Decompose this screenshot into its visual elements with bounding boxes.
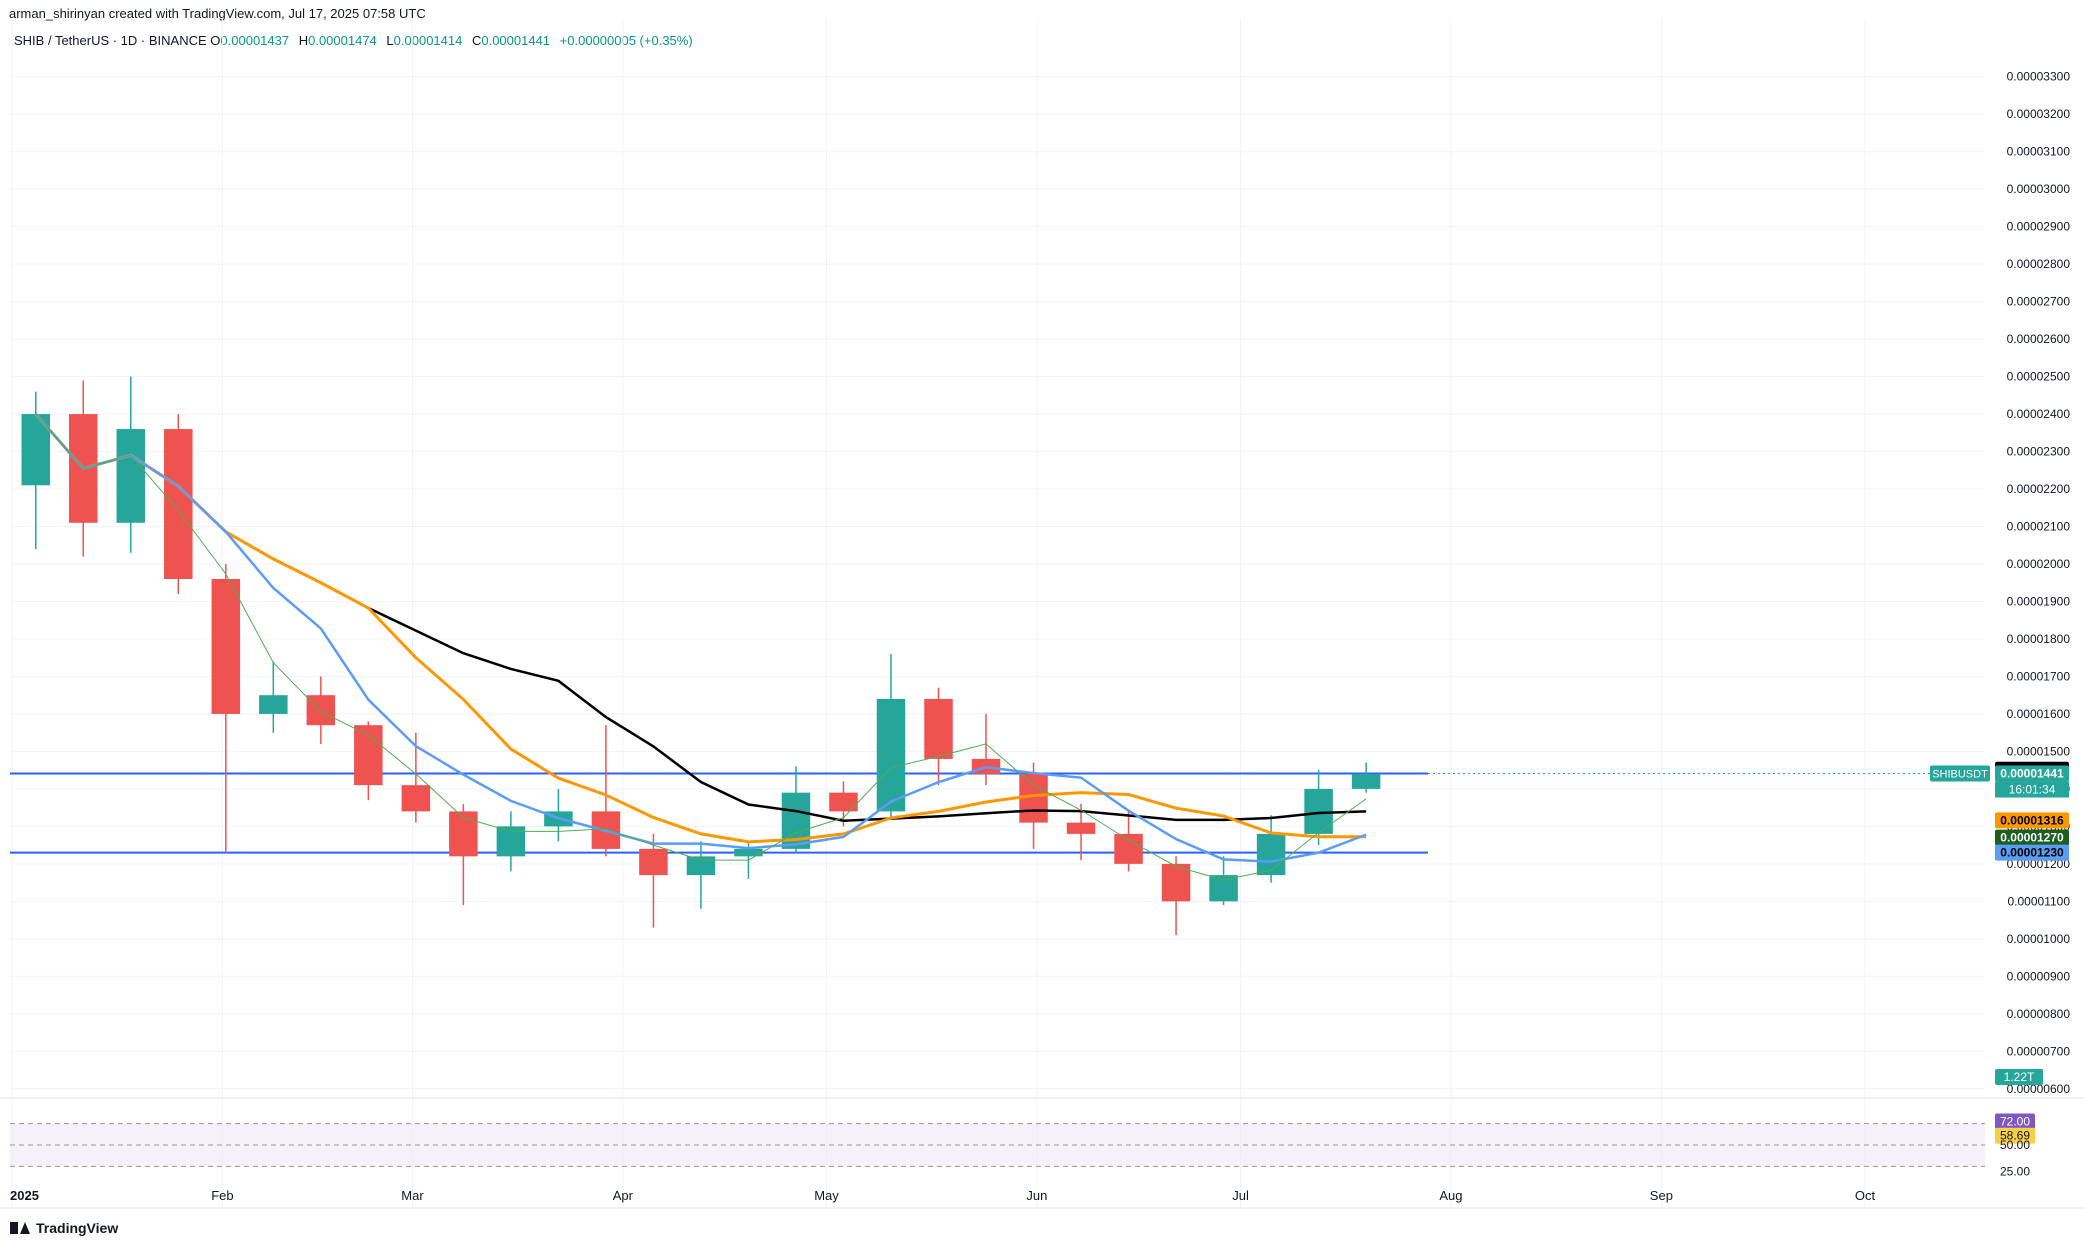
candle-body — [686, 856, 716, 876]
rsi-band — [10, 1123, 1985, 1167]
y-tick-label: 0.00002900 — [2007, 220, 2071, 234]
y-tick-label: 0.00003100 — [2007, 145, 2071, 159]
ma-green-price-badge: 0.00001270 — [2000, 831, 2064, 845]
rsi-tick-label: 25.00 — [2000, 1165, 2030, 1179]
low-value: 0.00001414 — [393, 33, 463, 48]
y-tick-label: 0.00000600 — [2007, 1082, 2071, 1096]
brand-name: TradingView — [36, 1220, 119, 1236]
last-price-badge: 0.00001441 — [2000, 767, 2064, 781]
y-tick-label: 0.00002200 — [2007, 482, 2071, 496]
y-tick-label: 0.00002800 — [2007, 257, 2071, 271]
y-tick-label: 0.00002500 — [2007, 370, 2071, 384]
x-tick-label: Jun — [1026, 1188, 1047, 1203]
open-value: 0.00001437 — [220, 33, 290, 48]
y-tick-label: 0.00003000 — [2007, 182, 2071, 196]
candle-body — [1161, 863, 1191, 902]
close-label: C — [471, 33, 482, 48]
candle-body — [401, 785, 431, 812]
countdown-bg — [1995, 781, 2069, 798]
x-tick-label: Apr — [613, 1188, 634, 1203]
open-label: O — [210, 33, 221, 48]
chart-caption: arman_shirinyan created with TradingView… — [9, 6, 426, 21]
ma-20-line — [35, 413, 1367, 881]
y-tick-label: 0.00002000 — [2007, 557, 2071, 571]
symbol-name[interactable]: SHIB / TetherUS · 1D · BINANCE — [14, 33, 207, 48]
y-tick-label: 0.00002400 — [2007, 407, 2071, 421]
x-tick-label: Jul — [1232, 1188, 1249, 1203]
y-tick-label: 0.00001900 — [2007, 594, 2071, 608]
ma-50-line — [34, 413, 1367, 863]
symbol-legend: SHIB / TetherUS · 1D · BINANCE O0.000014… — [14, 33, 699, 48]
y-tick-label: 0.00002600 — [2007, 332, 2071, 346]
ma-blue-price-badge-bg — [1995, 844, 2069, 861]
y-tick-label: 0.00000700 — [2007, 1044, 2071, 1058]
ma-orange-price-badge-bg — [1995, 812, 2069, 829]
y-tick-label: 0.00001600 — [2007, 707, 2071, 721]
candle-body — [876, 698, 906, 812]
symbol-badge: SHIBUSDT — [1932, 769, 1988, 781]
x-tick-label: May — [814, 1188, 839, 1203]
x-tick-label: Feb — [211, 1188, 233, 1203]
ma-green-price-badge-bg — [1995, 829, 2069, 846]
y-tick-label: 0.00001700 — [2007, 669, 2071, 683]
candle-body — [211, 579, 241, 714]
change-value: +0.00000005 (+0.35%) — [559, 33, 693, 48]
y-tick-label: 0.00002700 — [2007, 295, 2071, 309]
candle-body — [1066, 822, 1096, 834]
candle-body — [1256, 833, 1286, 876]
tradingview-brand: TradingView — [10, 1220, 118, 1236]
high-label: H — [298, 33, 309, 48]
ma-blue-price-badge: 0.00001230 — [2000, 846, 2064, 860]
candle-body — [354, 725, 383, 786]
rsi-badge: 72.00 — [2000, 1115, 2030, 1129]
candle-body — [734, 848, 763, 857]
candle-body — [259, 695, 288, 714]
countdown-label: 16:01:34 — [2009, 783, 2056, 797]
candle-body — [639, 848, 668, 876]
x-tick-label: Aug — [1439, 1188, 1462, 1203]
rsi-tick-label: 50.00 — [2000, 1138, 2030, 1152]
y-tick-label: 0.00001800 — [2007, 632, 2071, 646]
candle-body — [829, 792, 858, 812]
x-tick-label: Mar — [401, 1188, 424, 1203]
close-value: 0.00001441 — [481, 33, 551, 48]
y-tick-label: 0.00001000 — [2007, 932, 2071, 946]
x-tick-label: Oct — [1855, 1188, 1876, 1203]
candle-body — [164, 429, 193, 579]
y-tick-label: 0.00003200 — [2007, 107, 2071, 121]
last-price-badge-bg — [1995, 765, 2069, 782]
y-tick-label: 0.00003300 — [2007, 70, 2071, 84]
y-tick-label: 0.00000900 — [2007, 969, 2071, 983]
x-tick-label: 2025 — [10, 1188, 39, 1203]
candle-body — [1209, 875, 1238, 902]
y-tick-label: 0.00002100 — [2007, 520, 2071, 534]
y-tick-label: 0.00002300 — [2007, 445, 2071, 459]
y-tick-label: 0.00000800 — [2007, 1007, 2071, 1021]
symbol-badge-bg — [1930, 765, 1990, 782]
candle-body — [1351, 773, 1381, 789]
rsi-badge-bg — [1995, 1113, 2035, 1130]
candle-body — [449, 811, 478, 857]
candle-body — [116, 429, 146, 523]
candle-body — [924, 698, 953, 759]
rsi-ma-badge: 58.69 — [2000, 1129, 2030, 1143]
ma-100-line — [34, 413, 1367, 844]
volume-badge: 1.22T — [2004, 1070, 2035, 1084]
candle-body — [306, 695, 336, 726]
y-tick-label: 0.00001500 — [2007, 744, 2071, 758]
low-label: L — [386, 33, 394, 48]
tradingview-logo-icon — [10, 1222, 30, 1234]
y-tick-label: 0.00001100 — [2007, 894, 2070, 908]
volume-badge-bg — [1995, 1069, 2043, 1085]
x-tick-label: Sep — [1650, 1188, 1673, 1203]
rsi-ma-badge-bg — [1995, 1127, 2035, 1144]
candle-body — [1114, 833, 1143, 864]
high-value: 0.00001474 — [308, 33, 377, 48]
ma-orange-price-badge: 0.00001316 — [2000, 813, 2064, 827]
